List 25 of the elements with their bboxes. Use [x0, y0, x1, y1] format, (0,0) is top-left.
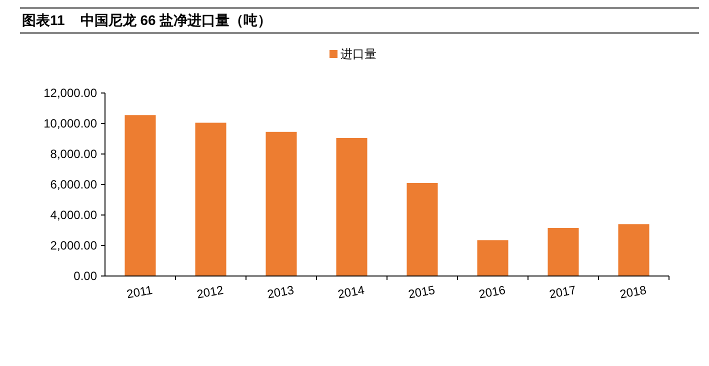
- y-tick-label: 8,000.00: [50, 147, 98, 162]
- y-tick-label: 12,000.00: [44, 86, 98, 100]
- y-tick-label: 0.00: [74, 269, 98, 284]
- bar: [477, 240, 508, 276]
- y-tick-label: 4,000.00: [50, 208, 98, 222]
- x-tick-label: 2016: [478, 282, 507, 302]
- bar: [548, 228, 579, 276]
- y-tick-label: 2,000.00: [50, 238, 98, 253]
- legend-label: 进口量: [340, 47, 376, 61]
- bar: [266, 132, 297, 276]
- x-tick-label: 2017: [548, 282, 578, 302]
- bar: [406, 182, 438, 276]
- bar: [618, 224, 650, 276]
- y-tick-label: 10,000.00: [44, 116, 98, 131]
- x-tick-label: 2011: [126, 282, 154, 302]
- x-tick-label: 2015: [407, 282, 436, 302]
- bar: [124, 115, 156, 276]
- x-tick-label: 2012: [196, 282, 225, 302]
- bar: [195, 122, 226, 276]
- chart-title: 图表11 中国尼龙 66 盐净进口量（吨）: [22, 12, 272, 28]
- x-tick-label: 2014: [336, 282, 366, 302]
- y-tick-label: 6,000.00: [50, 178, 98, 192]
- x-tick-label: 2018: [618, 282, 648, 302]
- x-tick-label: 2013: [266, 282, 296, 302]
- bar: [336, 138, 368, 276]
